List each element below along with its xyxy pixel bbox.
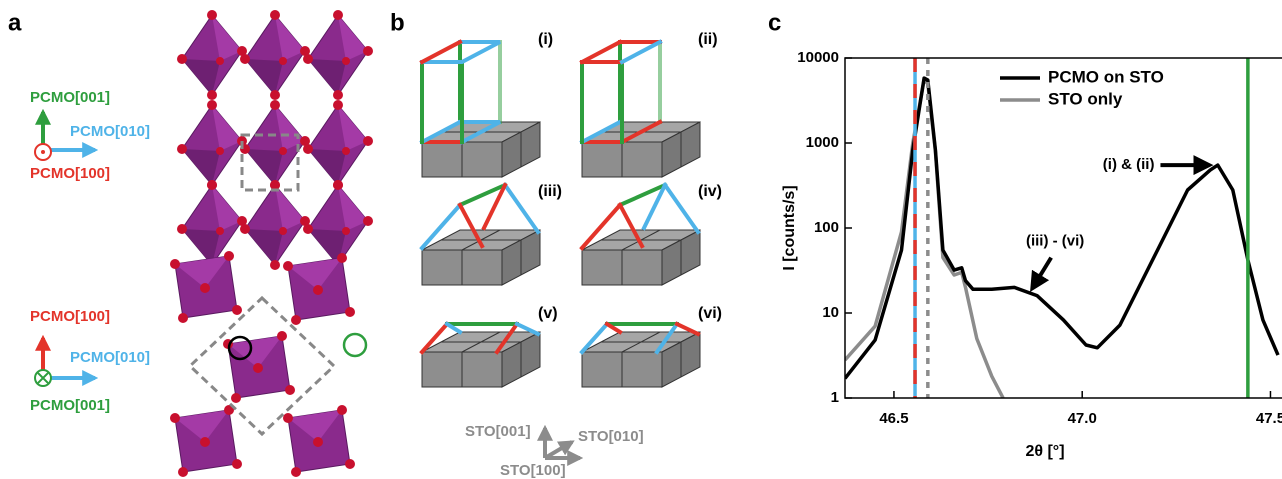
sto-axes: STO[001] STO[010] STO[100] bbox=[465, 423, 644, 479]
y-tick-label: 1 bbox=[831, 389, 839, 406]
axes-frame bbox=[844, 57, 1282, 399]
structure-vi: (vi) bbox=[579, 305, 722, 388]
panel-label: a bbox=[8, 9, 22, 36]
panel-label: b bbox=[390, 9, 405, 36]
axes-bottom: PCMO[100] PCMO[010] PCMO[001] bbox=[30, 308, 150, 414]
structure-label: (vi) bbox=[698, 305, 722, 322]
structure-label: (ii) bbox=[698, 31, 718, 48]
structure-i: (i) bbox=[419, 31, 553, 178]
axes-top: PCMO[001] PCMO[010] PCMO[100] bbox=[30, 89, 150, 182]
y-tick-label: 10000 bbox=[797, 49, 839, 66]
axis-label: STO[010] bbox=[578, 428, 644, 445]
annotation-text: (iii) - (vi) bbox=[1026, 233, 1084, 250]
structure-iv: (iv) bbox=[579, 182, 722, 286]
axis-label: STO[100] bbox=[500, 462, 566, 479]
axis-label: PCMO[010] bbox=[70, 349, 150, 366]
x-axis-title: 2θ [°] bbox=[1025, 443, 1064, 460]
structure-label: (iv) bbox=[698, 183, 722, 200]
axis-label: PCMO[001] bbox=[30, 397, 110, 414]
legend-label: PCMO on STO bbox=[1048, 67, 1164, 86]
axis-label: PCMO[001] bbox=[30, 89, 110, 106]
structure-label: (i) bbox=[538, 31, 553, 48]
x-tick-label: 47.0 bbox=[1068, 410, 1097, 427]
axis-label: PCMO[100] bbox=[30, 165, 110, 182]
structure-ii: (ii) bbox=[579, 31, 718, 178]
y-tick-label: 1000 bbox=[806, 134, 839, 151]
annotation-text: (i) & (ii) bbox=[1103, 156, 1155, 173]
x-tick-label: 47.5 bbox=[1256, 410, 1282, 427]
y-axis-title: I [counts/s] bbox=[781, 185, 798, 270]
legend-label: STO only bbox=[1048, 89, 1123, 108]
structure-label: (v) bbox=[538, 305, 558, 322]
axis-label: PCMO[010] bbox=[70, 123, 150, 140]
structure-v: (v) bbox=[419, 305, 558, 388]
x-tick-label: 46.5 bbox=[879, 410, 908, 427]
panel-label: c bbox=[768, 9, 781, 36]
axis-label: PCMO[100] bbox=[30, 308, 110, 325]
axis-label: STO[001] bbox=[465, 423, 531, 440]
annotation-arrow bbox=[1030, 256, 1053, 293]
y-tick-label: 10 bbox=[822, 304, 839, 321]
octahedra-top bbox=[176, 9, 374, 271]
octahedra-bottom bbox=[169, 250, 368, 478]
y-tick-label: 100 bbox=[814, 219, 839, 236]
series-line bbox=[845, 76, 1280, 380]
structure-iii: (iii) bbox=[419, 182, 562, 286]
structure-label: (iii) bbox=[538, 183, 562, 200]
